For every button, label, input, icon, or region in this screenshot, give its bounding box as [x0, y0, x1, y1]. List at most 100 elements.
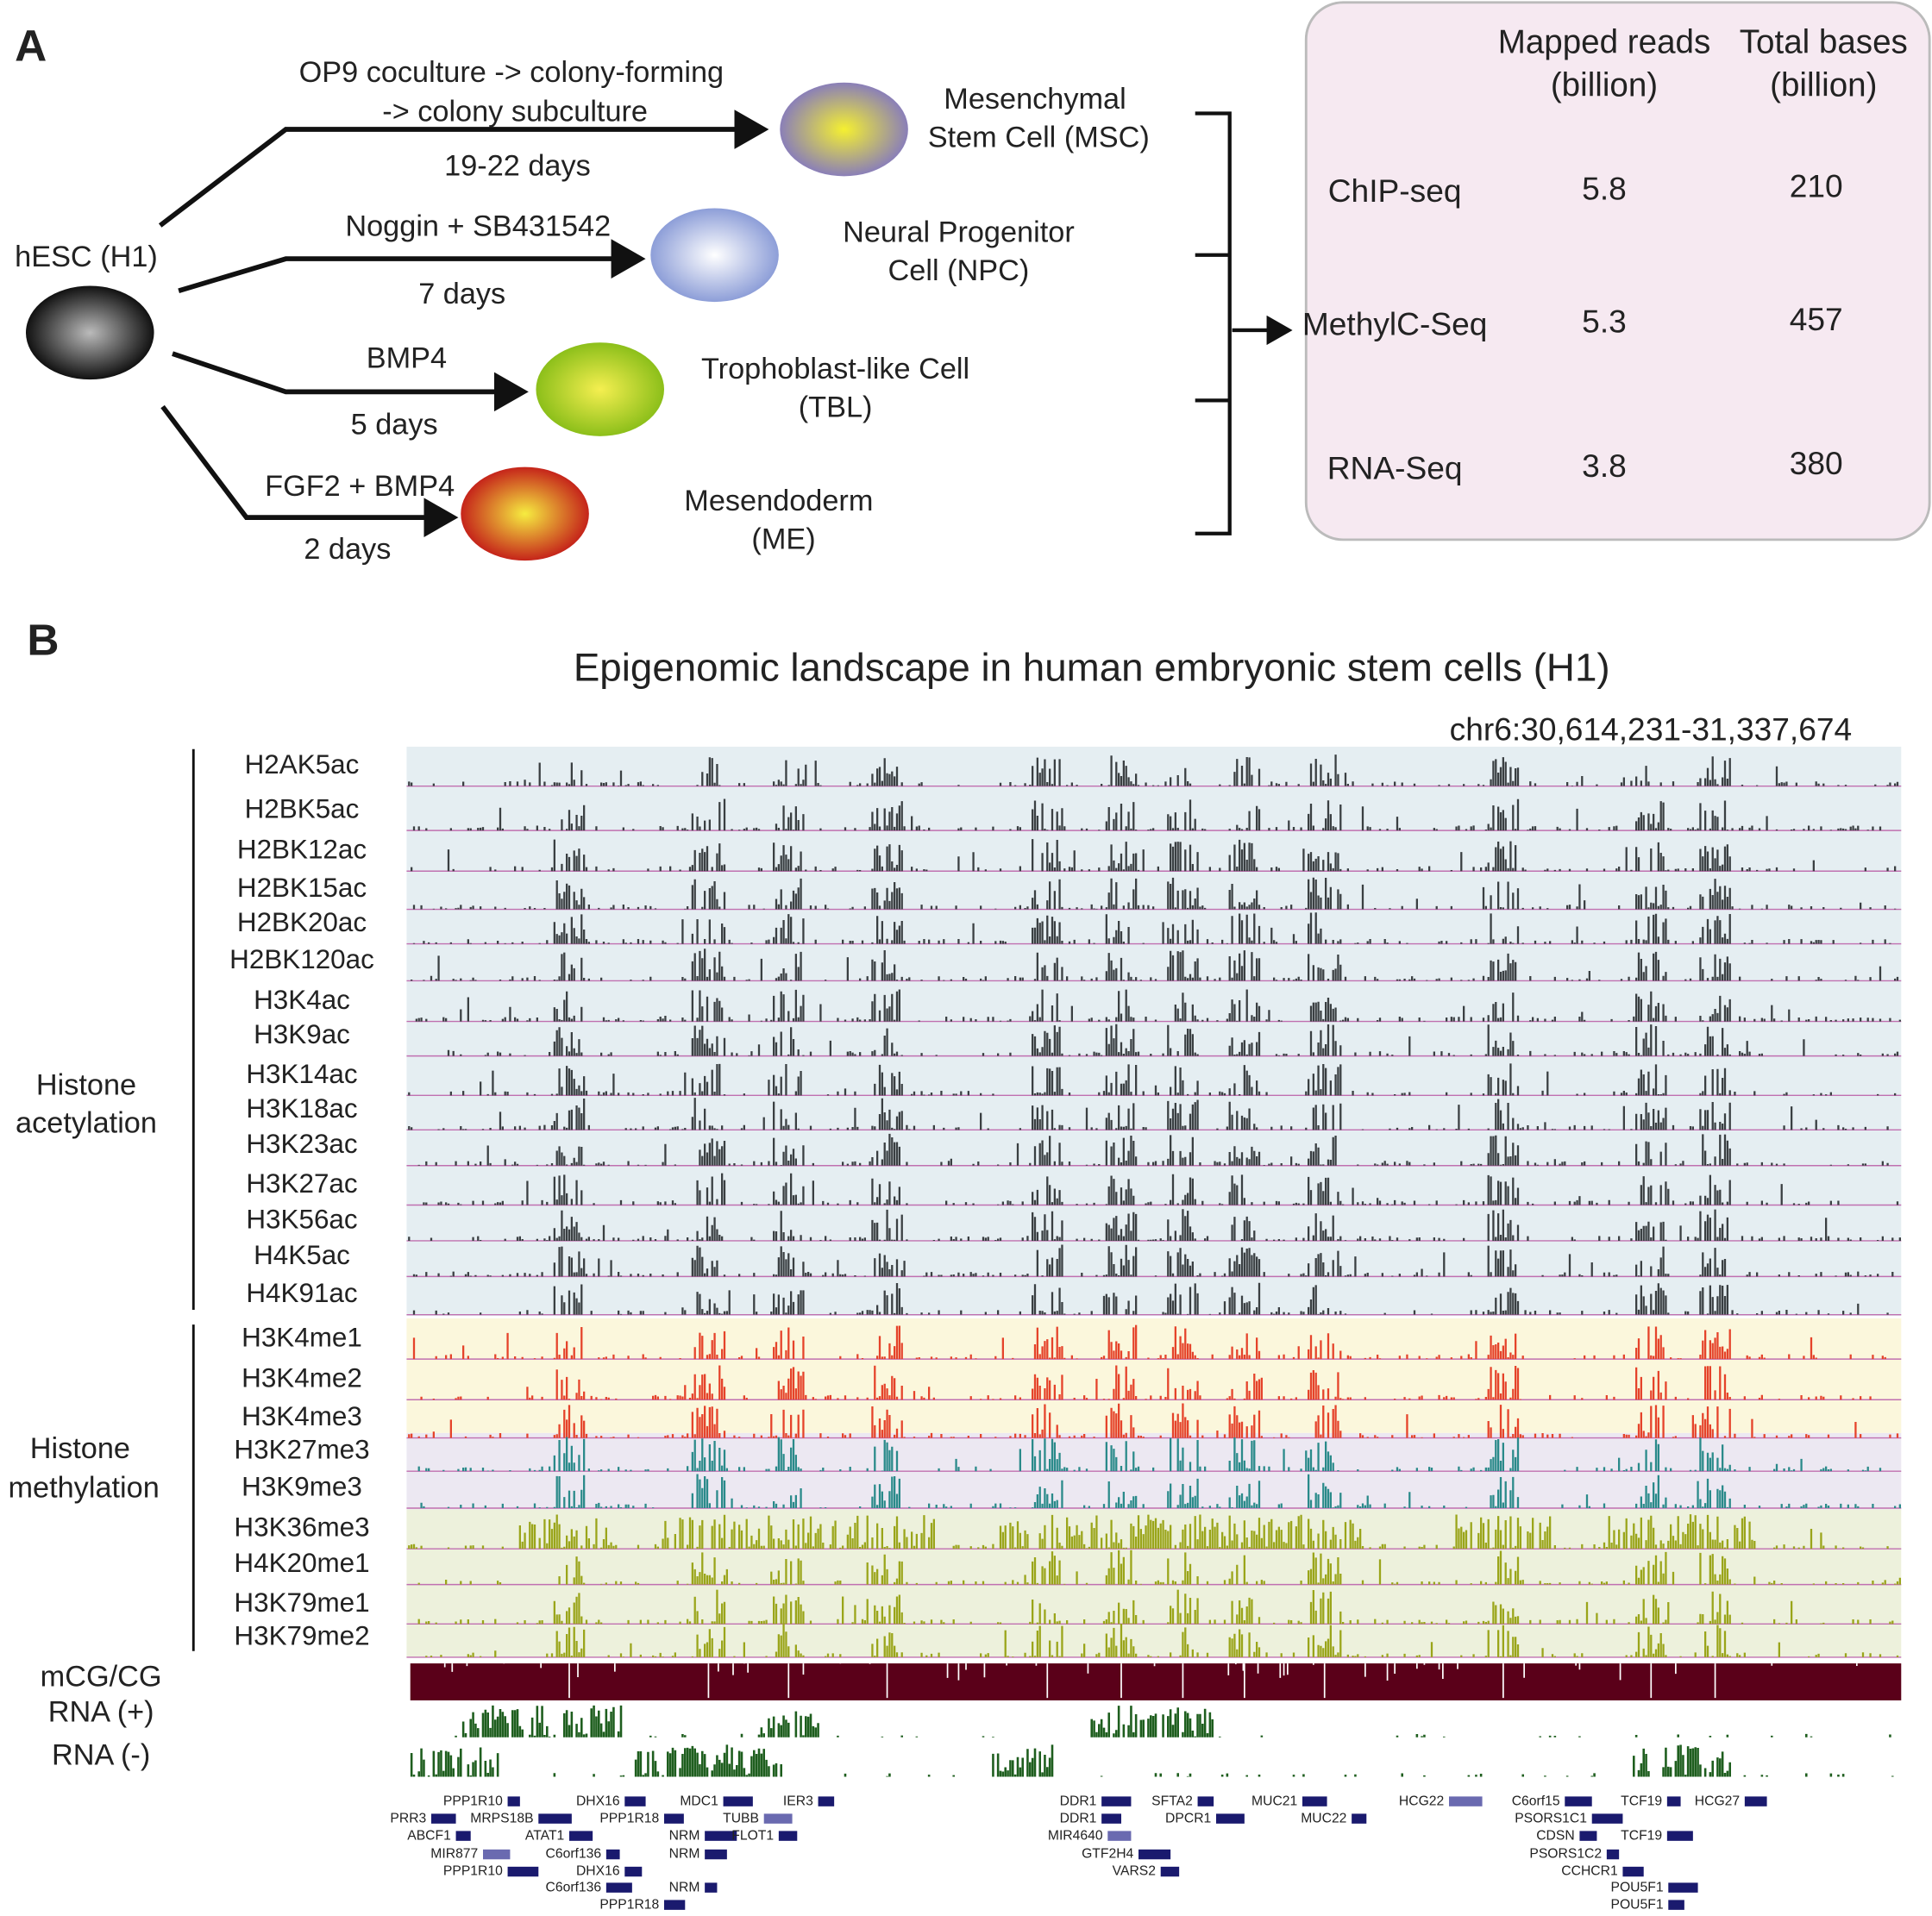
- table-header: (billion): [1551, 67, 1658, 104]
- condition-label: -> colony subculture: [382, 96, 648, 128]
- gene-model: [705, 1882, 718, 1893]
- gene-model: [624, 1796, 646, 1806]
- gene-label: MIR877: [430, 1847, 478, 1862]
- track-label: H3K4ac: [254, 985, 350, 1015]
- gene-label: HCG22: [1399, 1794, 1444, 1808]
- gene-model: [723, 1796, 753, 1806]
- signal-track: [417, 1589, 1894, 1625]
- gene-model: [763, 1813, 793, 1824]
- data-table-box: [1304, 1, 1931, 542]
- gene-label: MUC22: [1301, 1811, 1346, 1825]
- differentiation-arrow: [158, 110, 769, 228]
- gene-label: ABCF1: [407, 1828, 451, 1843]
- region-label: chr6:30,614,231-31,337,674: [1450, 711, 1852, 748]
- gene-model: [1101, 1813, 1121, 1824]
- rna-track: [410, 1744, 1894, 1777]
- gene-label: TUBB: [723, 1811, 759, 1825]
- gene-model: [431, 1813, 456, 1824]
- track-label: H3K27me3: [234, 1435, 369, 1465]
- track-label: H3K79me1: [234, 1587, 369, 1618]
- gene-label: GTF2H4: [1082, 1847, 1133, 1862]
- gene-model: [1160, 1866, 1180, 1877]
- gene-model: [1622, 1866, 1644, 1877]
- band-acetylation: [406, 746, 1902, 1317]
- gene-label: PSORS1C1: [1515, 1811, 1587, 1825]
- gene-model: [664, 1900, 686, 1910]
- cell-label: Mesenchymal: [944, 83, 1126, 116]
- signal-track: [415, 989, 1901, 1022]
- track-label: H4K5ac: [254, 1240, 350, 1270]
- table-row-name: MethylC-Seq: [1302, 305, 1488, 341]
- gene-model: [705, 1831, 737, 1841]
- track-label: H3K36me3: [234, 1512, 369, 1543]
- track-label: H3K23ac: [246, 1129, 357, 1159]
- condition-label: FGF2 + BMP4: [265, 470, 455, 503]
- gene-model: [1216, 1813, 1245, 1824]
- track-label: H3K18ac: [246, 1093, 357, 1124]
- signal-track: [417, 1133, 1889, 1166]
- signal-track: [408, 755, 1899, 786]
- gene-label: PPP1R10: [443, 1794, 503, 1808]
- track-label: mCG/CG: [41, 1660, 162, 1693]
- gene-label: PRR3: [390, 1811, 426, 1825]
- group-label: methylation: [8, 1472, 159, 1505]
- gene-label: NRM: [669, 1880, 700, 1894]
- gene-label: TCF19: [1621, 1828, 1662, 1843]
- methylation-dips: [443, 1663, 1858, 1699]
- table-cell: 210: [1790, 167, 1843, 203]
- table-header: Total bases: [1740, 24, 1908, 61]
- gene-label: DDR1: [1060, 1811, 1097, 1825]
- source-label: hESC (H1): [15, 241, 158, 273]
- source-cell: [26, 285, 154, 380]
- duration-label: 7 days: [418, 278, 505, 310]
- track-label: H3K4me2: [242, 1363, 362, 1393]
- group-label: Histone: [36, 1068, 136, 1101]
- gene-model: [1668, 1882, 1698, 1893]
- duration-label: 2 days: [304, 533, 391, 566]
- track-label: H3K56ac: [246, 1204, 357, 1234]
- signal-track: [417, 1437, 1882, 1472]
- signal-track: [423, 1173, 1899, 1205]
- gene-model: [507, 1796, 520, 1806]
- track-label: H4K91ac: [246, 1278, 357, 1308]
- bracket: [1195, 111, 1232, 535]
- gene-label: NRM: [669, 1828, 700, 1843]
- track-label: H3K4me1: [242, 1323, 362, 1353]
- cell-label: (TBL): [799, 391, 873, 423]
- gene-model: [1449, 1796, 1483, 1806]
- table-cell: 380: [1790, 445, 1843, 481]
- table-cell: 457: [1790, 301, 1843, 337]
- cell-label: Trophoblast-like Cell: [701, 353, 969, 385]
- signal-track: [411, 839, 1897, 872]
- gene-model: [1565, 1796, 1592, 1806]
- cell-label: (ME): [751, 523, 815, 555]
- gene-label: POU5F1: [1610, 1880, 1663, 1894]
- track-label: H3K9ac: [254, 1019, 350, 1049]
- gene-label: DPCR1: [1165, 1811, 1211, 1825]
- signal-track: [447, 1024, 1899, 1056]
- signal-track: [412, 1324, 1886, 1360]
- cell-label: Neural Progenitor: [843, 216, 1075, 249]
- duration-label: 5 days: [351, 408, 438, 441]
- track-label: H2BK12ac: [237, 835, 367, 865]
- methylation-track: [410, 1663, 1902, 1700]
- signal-track: [408, 1209, 1901, 1241]
- gene-model: [664, 1813, 684, 1824]
- gene-model: [1744, 1796, 1767, 1806]
- differentiation-arrow: [160, 404, 459, 538]
- gene-model: [605, 1849, 620, 1860]
- track-label: H2AK5ac: [245, 749, 360, 780]
- gene-label: C6orf136: [546, 1880, 602, 1894]
- condition-label: Noggin + SB431542: [345, 210, 611, 242]
- table-header: (billion): [1770, 67, 1877, 104]
- gene-model: [1302, 1796, 1327, 1806]
- gene-model: [1579, 1831, 1597, 1841]
- cell-label: Cell (NPC): [888, 254, 1030, 287]
- track-label: RNA (+): [48, 1696, 154, 1729]
- gene-label: C6orf15: [1512, 1794, 1560, 1808]
- signal-track: [408, 1098, 1889, 1130]
- gene-model: [1107, 1831, 1132, 1841]
- cell-label: Mesendoderm: [684, 485, 873, 517]
- gene-label: MUC21: [1251, 1794, 1297, 1808]
